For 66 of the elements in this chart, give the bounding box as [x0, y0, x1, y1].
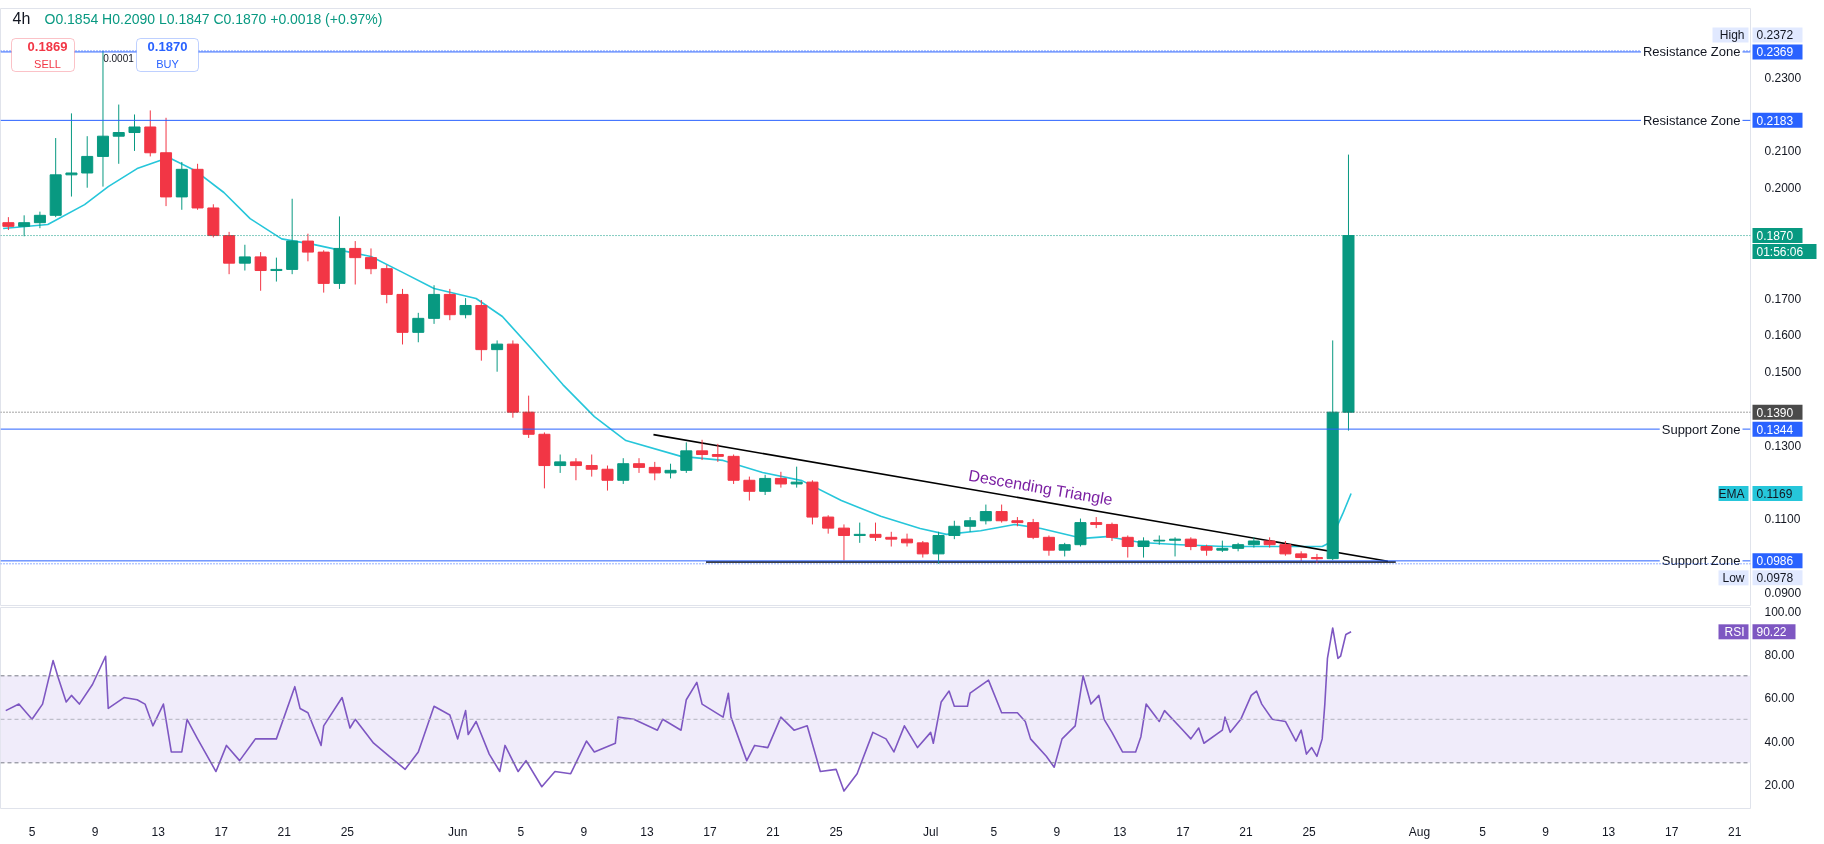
- chart-title: 4h: [12, 10, 31, 27]
- x-tick-label: 5: [990, 824, 998, 839]
- x-tick-label: 13: [640, 824, 654, 839]
- annotation: 0.0001: [103, 52, 135, 64]
- x-tick-label: 25: [1302, 824, 1317, 839]
- ref-line-label: Support Zone: [1661, 553, 1741, 569]
- annotation: 0.2183: [1756, 113, 1794, 128]
- x-tick-label: 17: [1176, 824, 1190, 839]
- x-tick-label: 21: [766, 824, 781, 839]
- annotation: 0.1870: [1756, 229, 1794, 244]
- ref-line-label: Resistance Zone: [1642, 44, 1741, 60]
- x-tick-label: 17: [1665, 824, 1679, 839]
- y-tick-label: 0.0900: [1764, 586, 1802, 601]
- x-tick-label: 9: [1542, 824, 1550, 839]
- x-tick-label: 5: [517, 824, 525, 839]
- y-tick-label: 0.1700: [1764, 291, 1802, 306]
- x-tick-label: 9: [580, 824, 588, 839]
- annotation: 0.1344: [1756, 422, 1794, 437]
- annotation: BUY: [156, 57, 180, 70]
- y-tick-label: 0.1600: [1764, 328, 1802, 343]
- y-tick-label: 0.2000: [1764, 181, 1802, 196]
- x-tick-label: 5: [28, 824, 36, 839]
- x-tick-label: 17: [214, 824, 229, 839]
- legend-label: RSI: [1724, 624, 1745, 639]
- ref-line-label: Support Zone: [1661, 421, 1741, 437]
- x-tick-label: 9: [91, 824, 99, 839]
- ref-line-label: Resistance Zone: [1642, 112, 1741, 128]
- x-tick-label: 17: [703, 824, 717, 839]
- y-tick-label: 100.00: [1764, 604, 1802, 619]
- annotation: 0.0978: [1756, 571, 1794, 586]
- x-tick-label: Jun: [448, 824, 468, 839]
- x-tick-label: 13: [1601, 824, 1616, 839]
- y-tick-label: 0.1100: [1764, 512, 1801, 527]
- x-tick-label: 9: [1053, 824, 1061, 839]
- legend-label: EMA: [1718, 486, 1745, 501]
- y-tick-label: 0.1500: [1764, 365, 1802, 380]
- annotation: 0.1870: [147, 39, 188, 54]
- y-tick-label: 60.00: [1764, 691, 1795, 706]
- y-tick-label: 0.2100: [1764, 144, 1802, 159]
- text: 90.22: [1756, 625, 1787, 640]
- x-tick-label: 25: [340, 824, 355, 839]
- x-tick-label: 21: [1239, 824, 1253, 839]
- y-tick-label: 40.00: [1764, 734, 1795, 749]
- x-tick-label: 21: [1728, 824, 1742, 839]
- annotation: 0.2372: [1756, 28, 1794, 43]
- chart-subtitle: O0.1854 H0.2090 L0.1847 C0.1870 +0.0018 (+0.97%): [44, 10, 383, 27]
- annotation: 0.2369: [1756, 45, 1794, 60]
- y-tick-label: 20.00: [1764, 778, 1795, 793]
- annotation: 01:56:06: [1756, 244, 1804, 259]
- x-tick-label: Jul: [923, 824, 939, 839]
- y-tick-label: 80.00: [1764, 647, 1795, 662]
- y-tick-label: 0.2300: [1764, 70, 1802, 85]
- annotation: 0.0986: [1756, 554, 1794, 569]
- ref-line-label: Low: [1722, 570, 1745, 585]
- ref-line-label: High: [1719, 27, 1745, 42]
- x-tick-label: 25: [829, 824, 844, 839]
- x-tick-label: Aug: [1408, 824, 1431, 839]
- annotation: 0.1869: [27, 39, 68, 54]
- annotation: 0.1390: [1756, 405, 1794, 420]
- y-tick-label: 0.1300: [1764, 438, 1802, 453]
- text: 0.1169: [1756, 487, 1793, 502]
- annotation: SELL: [34, 57, 61, 70]
- x-tick-label: 13: [151, 824, 166, 839]
- x-tick-label: 13: [1113, 824, 1127, 839]
- x-tick-label: 21: [277, 824, 292, 839]
- x-tick-label: 5: [1479, 824, 1487, 839]
